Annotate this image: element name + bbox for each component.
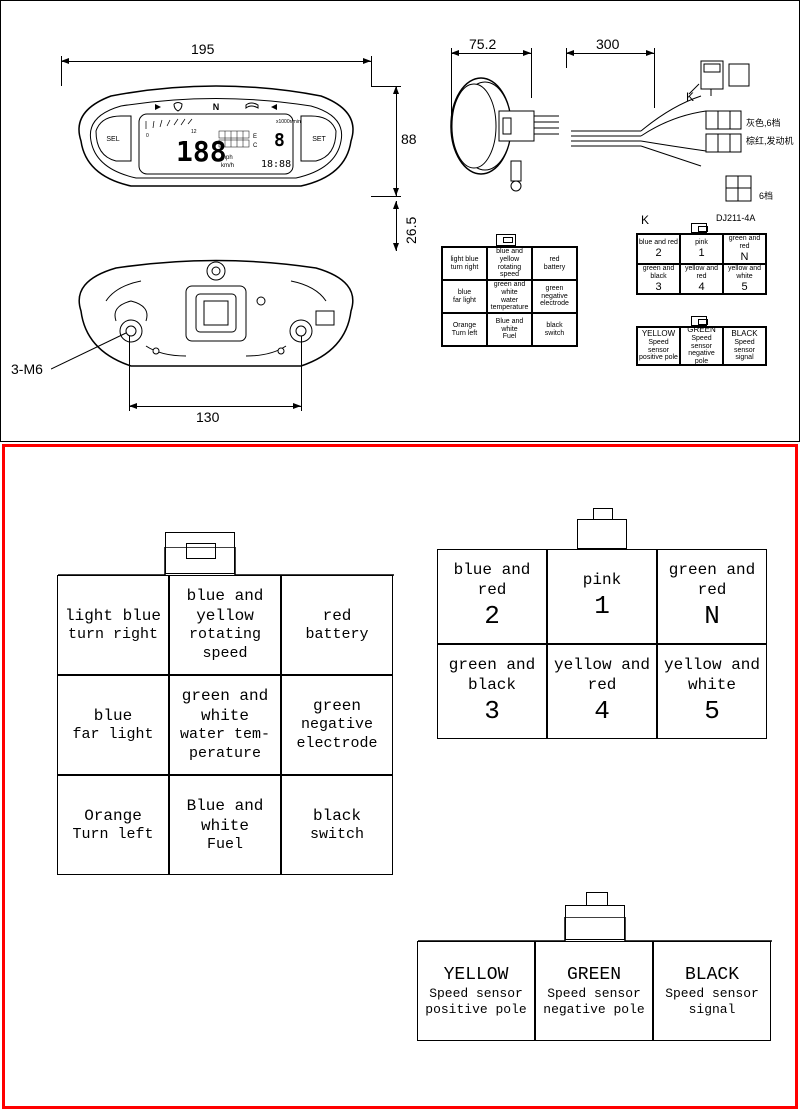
pin-cell: light blueturn right — [57, 575, 169, 675]
pin-cell: yellow and white5 — [657, 644, 767, 739]
pin-cell: Blue and whiteFuel — [169, 775, 281, 875]
dim-ext — [371, 196, 401, 197]
dim-26: 26.5 — [403, 217, 419, 244]
big-6pin-table: blue and red2 pink1 green and redN green… — [437, 549, 767, 739]
dj-label: DJ211-4A — [716, 213, 755, 223]
pin-cell: green and redN — [657, 549, 767, 644]
pin-cell: blackswitch — [281, 775, 393, 875]
dim-line-75 — [451, 53, 531, 54]
dim-88: 88 — [401, 131, 417, 147]
dim-line-195 — [61, 61, 371, 62]
dim-ext — [129, 336, 130, 411]
mounting-label: 3-M6 — [11, 361, 43, 377]
svg-text:km/h: km/h — [221, 163, 234, 169]
mini-6pin-table: blue and red2 pink1 green and redN green… — [636, 233, 767, 295]
pin-cell: green and black3 — [437, 644, 547, 739]
dashboard-side-view — [441, 56, 561, 206]
svg-text:18:88: 18:88 — [261, 159, 291, 170]
svg-text:N: N — [213, 102, 220, 112]
dim-75: 75.2 — [469, 36, 496, 52]
big-6pin-tab — [577, 519, 627, 549]
pin-cell: BLACKSpeed sensor signal — [653, 941, 771, 1041]
svg-text:C: C — [253, 143, 258, 149]
set-label: SET — [312, 136, 326, 143]
dim-ext — [451, 48, 452, 123]
pin-cell: green and whitewater tem-perature — [169, 675, 281, 775]
big-9pin-table: light blueturn right blue and yellowrota… — [57, 575, 393, 875]
technical-drawing-panel: 195 SEL SET N — [0, 0, 800, 442]
dim-ext — [531, 48, 532, 98]
pin-cell: blue and red2 — [437, 549, 547, 644]
pin-cell: greennegative electrode — [281, 675, 393, 775]
pin-cell: yellow and red4 — [547, 644, 657, 739]
dim-ext — [371, 86, 401, 87]
pin-cell: GREENSpeed sensor negative pole — [535, 941, 653, 1041]
pin-cell: blue and yellowrotating speed — [169, 575, 281, 675]
dim-line-26 — [396, 201, 397, 251]
page: 195 SEL SET N — [0, 0, 800, 1109]
big-3pin-table: YELLOWSpeed sensor positive pole GREENSp… — [417, 941, 771, 1041]
dashboard-front-view: SEL SET N — [61, 81, 371, 201]
dim-130: 130 — [196, 409, 219, 425]
big-9pin-outline — [58, 547, 396, 577]
dim-line-300 — [566, 53, 654, 54]
k-label: K — [641, 213, 649, 227]
mini-3pin-table: YELLOWSpeed sensor positive pole GREENSp… — [636, 326, 767, 366]
svg-text:mph: mph — [221, 155, 233, 161]
svg-text:K: K — [686, 90, 694, 104]
dim-ext — [371, 56, 372, 86]
pin-cell: YELLOWSpeed sensor positive pole — [417, 941, 535, 1041]
dim-ext — [566, 48, 567, 68]
leader-line — [51, 331, 131, 371]
mini-9pin-table: light blueturn right blue and yellowrota… — [441, 246, 578, 347]
cn-gray: 灰色,6档 — [746, 116, 781, 129]
dim-300: 300 — [596, 36, 619, 52]
tacho-unit: x1000r/min — [276, 119, 301, 125]
mini-9pin-tab — [496, 234, 516, 246]
dim-ext — [654, 48, 655, 108]
cn-gear6: 6档 — [759, 189, 773, 202]
cn-brown: 棕红,发动机 — [746, 134, 794, 147]
sel-label: SEL — [106, 136, 119, 143]
dim-line-88 — [396, 86, 397, 196]
svg-text:0: 0 — [146, 133, 149, 139]
pin-cell: pink1 — [547, 549, 657, 644]
pin-cell: OrangeTurn left — [57, 775, 169, 875]
pin-cell: bluefar light — [57, 675, 169, 775]
dim-line-130 — [129, 406, 301, 407]
dim-195: 195 — [191, 41, 214, 57]
enlarged-pinout-panel: light blueturn right blue and yellowrota… — [2, 444, 798, 1109]
dim-ext — [301, 336, 302, 411]
pin-cell: redbattery — [281, 575, 393, 675]
svg-text:8: 8 — [274, 130, 285, 151]
svg-text:E: E — [253, 134, 257, 140]
mini-6pin-tab — [691, 223, 707, 233]
